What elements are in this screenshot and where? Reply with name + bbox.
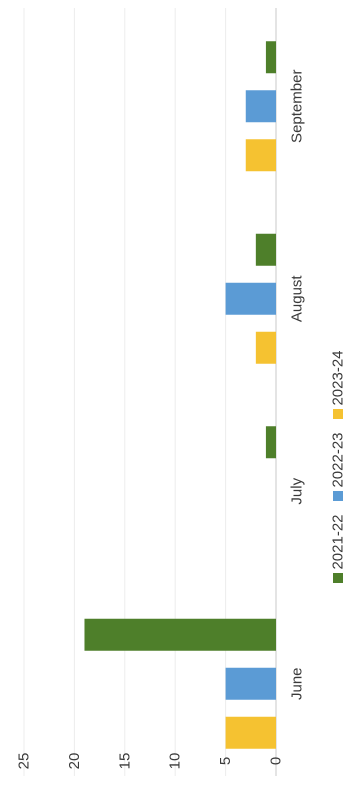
bar: [255, 233, 276, 266]
bar: [245, 139, 276, 172]
category-label: August: [289, 275, 306, 323]
legend-label: 2021-22: [330, 514, 347, 569]
bar: [225, 667, 276, 700]
bar: [265, 426, 276, 459]
legend-swatch: [333, 491, 343, 501]
gridlines: [23, 8, 277, 776]
y-tick-label: 25: [16, 753, 33, 770]
category-label: September: [289, 70, 306, 143]
legend-swatch: [333, 573, 343, 583]
bar: [225, 716, 276, 749]
legend-label: 2023-24: [330, 350, 347, 405]
x-axis-categories: June July August September: [289, 70, 306, 700]
bar: [255, 331, 276, 364]
y-tick-label: 20: [66, 753, 83, 770]
y-axis-ticks: 0 5 10 15 20 25: [16, 753, 285, 770]
y-tick-label: 5: [217, 757, 234, 765]
legend-label: 2022-23: [330, 432, 347, 487]
y-tick-label: 10: [167, 753, 184, 770]
bar: [84, 618, 276, 651]
legend-swatch: [333, 409, 343, 419]
bar: [265, 41, 276, 74]
category-label: July: [289, 477, 306, 504]
bars: [84, 41, 276, 749]
y-tick-label: 0: [268, 757, 285, 765]
category-label: June: [289, 667, 306, 700]
bar: [245, 90, 276, 123]
y-tick-label: 15: [116, 753, 133, 770]
legend: 2021-22 2022-23 2023-24: [330, 350, 347, 583]
bar: [225, 282, 276, 315]
